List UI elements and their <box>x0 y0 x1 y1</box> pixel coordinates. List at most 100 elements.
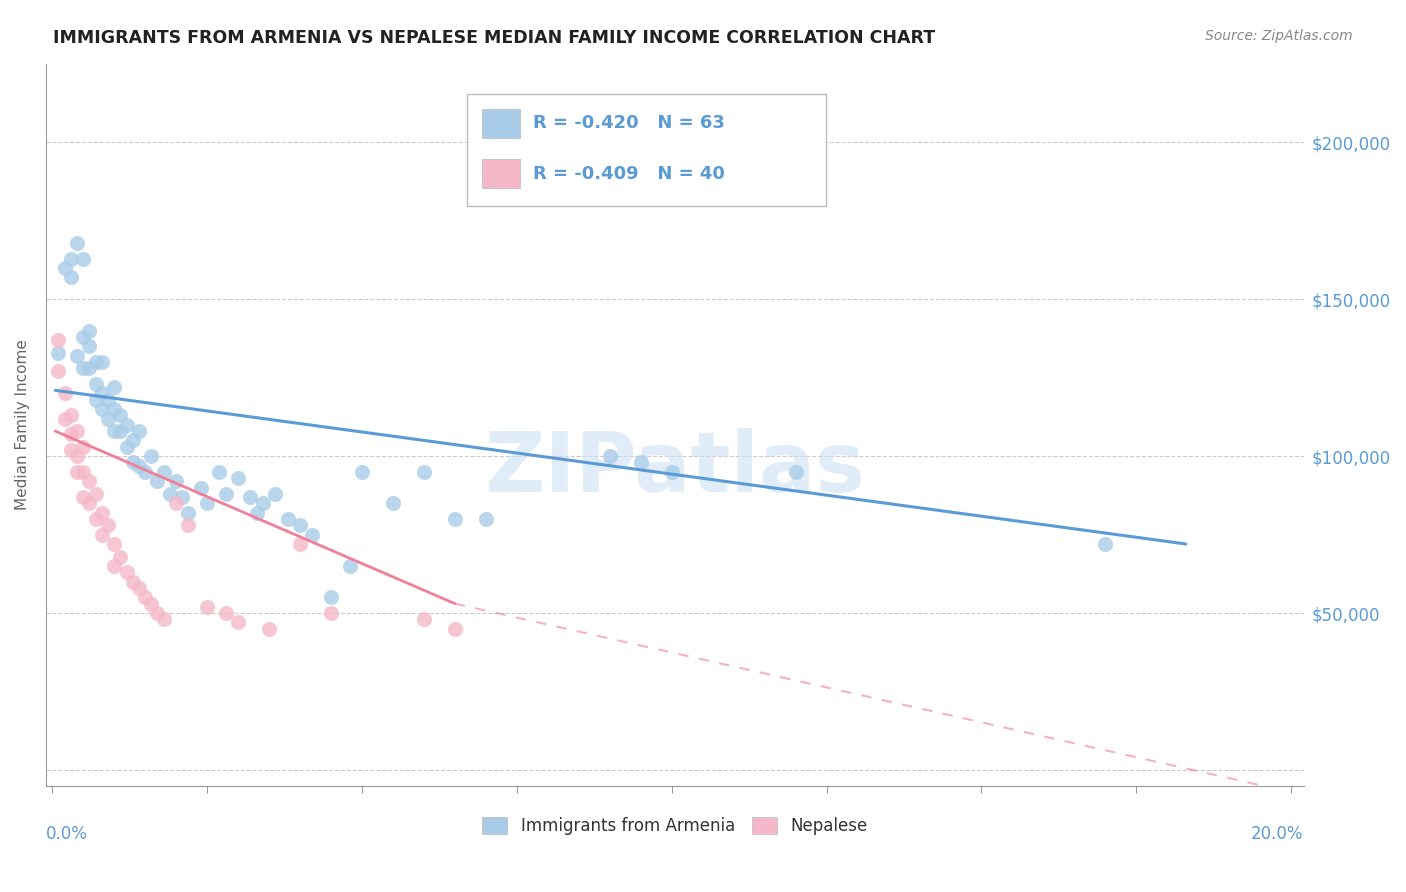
Point <box>84 487 107 501</box>
Point <box>128 458 150 473</box>
Point <box>152 612 174 626</box>
Point <box>48 364 70 378</box>
Point <box>103 537 125 551</box>
Point <box>66 465 89 479</box>
Point <box>443 512 465 526</box>
Point <box>288 518 311 533</box>
Point <box>152 465 174 479</box>
Point <box>339 558 361 573</box>
Point <box>48 333 70 347</box>
Point <box>110 409 132 423</box>
Point <box>79 361 101 376</box>
Point <box>443 622 465 636</box>
Point <box>208 465 231 479</box>
Point <box>146 475 169 489</box>
Point <box>190 481 212 495</box>
Point <box>599 449 621 463</box>
Point <box>84 355 107 369</box>
Point <box>110 424 132 438</box>
Point <box>226 471 249 485</box>
Point <box>72 490 94 504</box>
Text: ZIPatlas: ZIPatlas <box>484 427 865 508</box>
Point <box>177 506 200 520</box>
Point <box>115 440 138 454</box>
Point <box>121 574 143 589</box>
Point <box>264 487 287 501</box>
Bar <box>482 160 520 188</box>
Point <box>84 392 107 407</box>
Point <box>66 424 89 438</box>
Point <box>103 402 125 417</box>
Point <box>53 260 76 275</box>
Point <box>252 496 274 510</box>
FancyBboxPatch shape <box>467 95 825 206</box>
Point <box>53 411 76 425</box>
Point <box>115 417 138 432</box>
Text: R = -0.409   N = 40: R = -0.409 N = 40 <box>533 165 724 183</box>
Point <box>59 442 82 457</box>
Point <box>381 496 404 510</box>
Legend: Immigrants from Armenia, Nepalese: Immigrants from Armenia, Nepalese <box>475 811 875 842</box>
Point <box>103 424 125 438</box>
Point <box>1094 537 1116 551</box>
Point <box>475 512 498 526</box>
Point <box>239 490 262 504</box>
Point <box>121 455 143 469</box>
Point <box>288 537 311 551</box>
Point <box>90 506 112 520</box>
Point <box>97 518 120 533</box>
Point <box>630 455 652 469</box>
Point <box>66 449 89 463</box>
Point <box>72 440 94 454</box>
Point <box>79 475 101 489</box>
Point <box>48 345 70 359</box>
Point <box>146 606 169 620</box>
Point <box>128 581 150 595</box>
Point <box>319 606 342 620</box>
Point <box>165 475 187 489</box>
Point <box>97 392 120 407</box>
Point <box>72 330 94 344</box>
Point <box>90 355 112 369</box>
Point <box>97 411 120 425</box>
Point <box>246 506 269 520</box>
Point <box>128 424 150 438</box>
Point <box>72 465 94 479</box>
Point <box>195 599 218 614</box>
Point <box>319 591 342 605</box>
Point <box>103 380 125 394</box>
Point <box>103 558 125 573</box>
Bar <box>482 109 520 137</box>
Point <box>134 591 156 605</box>
Point <box>195 496 218 510</box>
Point <box>159 487 181 501</box>
Point <box>59 427 82 442</box>
Point <box>59 252 82 266</box>
Text: R = -0.420   N = 63: R = -0.420 N = 63 <box>533 114 724 132</box>
Point <box>141 597 163 611</box>
Point <box>84 377 107 392</box>
Point <box>177 518 200 533</box>
Point <box>59 409 82 423</box>
Point <box>90 386 112 401</box>
Point <box>79 496 101 510</box>
Point <box>72 252 94 266</box>
Point <box>350 465 373 479</box>
Point <box>84 512 107 526</box>
Point <box>121 434 143 448</box>
Point <box>90 402 112 417</box>
Point <box>66 349 89 363</box>
Point <box>214 606 236 620</box>
Point <box>785 465 807 479</box>
Point <box>134 465 156 479</box>
Point <box>72 361 94 376</box>
Text: IMMIGRANTS FROM ARMENIA VS NEPALESE MEDIAN FAMILY INCOME CORRELATION CHART: IMMIGRANTS FROM ARMENIA VS NEPALESE MEDI… <box>53 29 935 46</box>
Point <box>277 512 299 526</box>
Point <box>412 465 434 479</box>
Point <box>115 566 138 580</box>
Point <box>66 235 89 250</box>
Point <box>90 527 112 541</box>
Point <box>214 487 236 501</box>
Point <box>301 527 323 541</box>
Point <box>661 465 683 479</box>
